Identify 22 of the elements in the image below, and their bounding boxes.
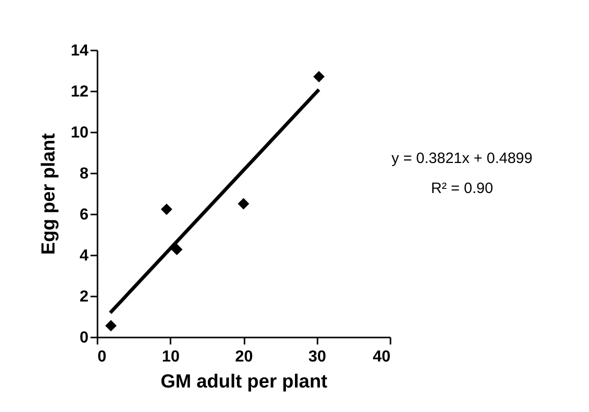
point [160,204,172,215]
y-axis-title: Egg per plant [38,132,60,255]
y-tick-label: 8 [80,166,89,182]
x-tick-label: 10 [162,348,180,366]
x-tick-label: 40 [372,348,391,366]
point [313,70,325,82]
x-tick-label: 20 [235,348,253,366]
point [238,198,250,210]
point [105,320,117,332]
y-tick-label: 10 [70,124,89,142]
point [171,244,183,256]
y-tick-label: 4 [80,248,89,264]
y-tick-label: 0 [80,330,89,346]
x-tick-label: 0 [98,348,106,366]
x-axis-title: GM adult per plant [160,372,328,392]
text: R² = 0.90 [430,180,494,197]
y-tick-label: 2 [80,288,89,306]
y-tick-label: 12 [70,84,89,100]
text: y = 0.3821x + 0.4899 [392,150,532,167]
y-tick-label: 6 [80,206,89,224]
y-tick-label: 14 [70,42,89,60]
x-tick-label: 30 [308,348,326,366]
